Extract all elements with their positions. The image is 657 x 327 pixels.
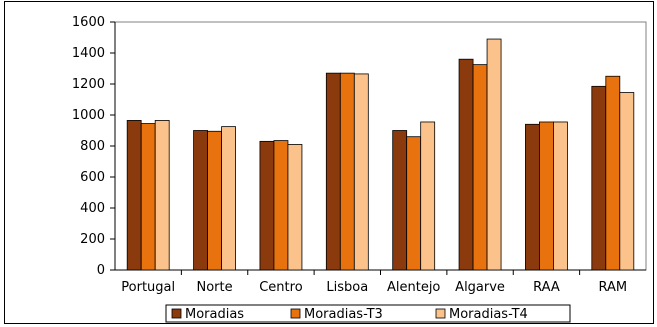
legend-label: Moradias-T3 <box>304 307 383 322</box>
bar-portugal-moradias <box>126 120 142 271</box>
bar-centro-moradias-t4 <box>287 144 303 271</box>
x-tick-label: Portugal <box>121 280 175 295</box>
bar-norte-moradias-t4 <box>221 126 236 271</box>
bar-norte-moradias-t3 <box>207 130 222 271</box>
x-tick-label: RAM <box>599 280 628 295</box>
legend-swatch <box>290 308 301 319</box>
y-tick-label: 0 <box>97 263 105 278</box>
x-tick-label: RAA <box>533 280 560 295</box>
legend-label: Moradias-T4 <box>449 307 528 322</box>
bar-norte-moradias <box>193 130 208 271</box>
bar-raa-moradias-t3 <box>539 121 554 271</box>
y-tick-label: 200 <box>80 232 105 247</box>
x-tick-label: Lisboa <box>326 280 368 295</box>
bar-ram-moradias <box>591 85 607 271</box>
bar-alentejo-moradias-t4 <box>420 121 436 271</box>
x-tick-label: Algarve <box>455 280 505 295</box>
y-tick-label: 1000 <box>72 108 105 123</box>
bar-portugal-moradias-t4 <box>154 120 170 271</box>
legend-box <box>165 304 571 323</box>
bar-centro-moradias <box>259 140 275 271</box>
bar-lisboa-moradias-t3 <box>339 72 355 271</box>
x-tick-label: Norte <box>197 280 233 295</box>
y-tick-label: 1400 <box>72 46 105 61</box>
bar-algarve-moradias-t4 <box>486 38 502 271</box>
y-tick-label: 800 <box>80 139 105 154</box>
bar-alentejo-moradias <box>392 130 408 271</box>
bar-algarve-moradias-t3 <box>472 64 488 271</box>
y-tick-label: 600 <box>80 170 105 185</box>
bar-lisboa-moradias <box>325 72 341 271</box>
bar-raa-moradias-t4 <box>553 121 568 271</box>
bar-algarve-moradias <box>458 58 474 271</box>
legend-swatch <box>435 308 446 319</box>
bar-portugal-moradias-t3 <box>140 123 156 271</box>
bar-ram-moradias-t4 <box>619 92 635 271</box>
y-tick-label: 400 <box>80 201 105 216</box>
legend-swatch <box>171 308 182 319</box>
bar-lisboa-moradias-t4 <box>353 73 369 271</box>
x-tick-label: Alentejo <box>387 280 440 295</box>
x-tick-label: Centro <box>259 280 302 295</box>
bar-centro-moradias-t3 <box>273 140 289 271</box>
y-tick-label: 1600 <box>72 15 105 30</box>
y-tick-label: 1200 <box>72 77 105 92</box>
bar-alentejo-moradias-t3 <box>406 136 422 271</box>
bar-raa-moradias <box>525 123 540 271</box>
legend-label: Moradias <box>185 307 244 322</box>
bar-ram-moradias-t3 <box>605 75 621 271</box>
